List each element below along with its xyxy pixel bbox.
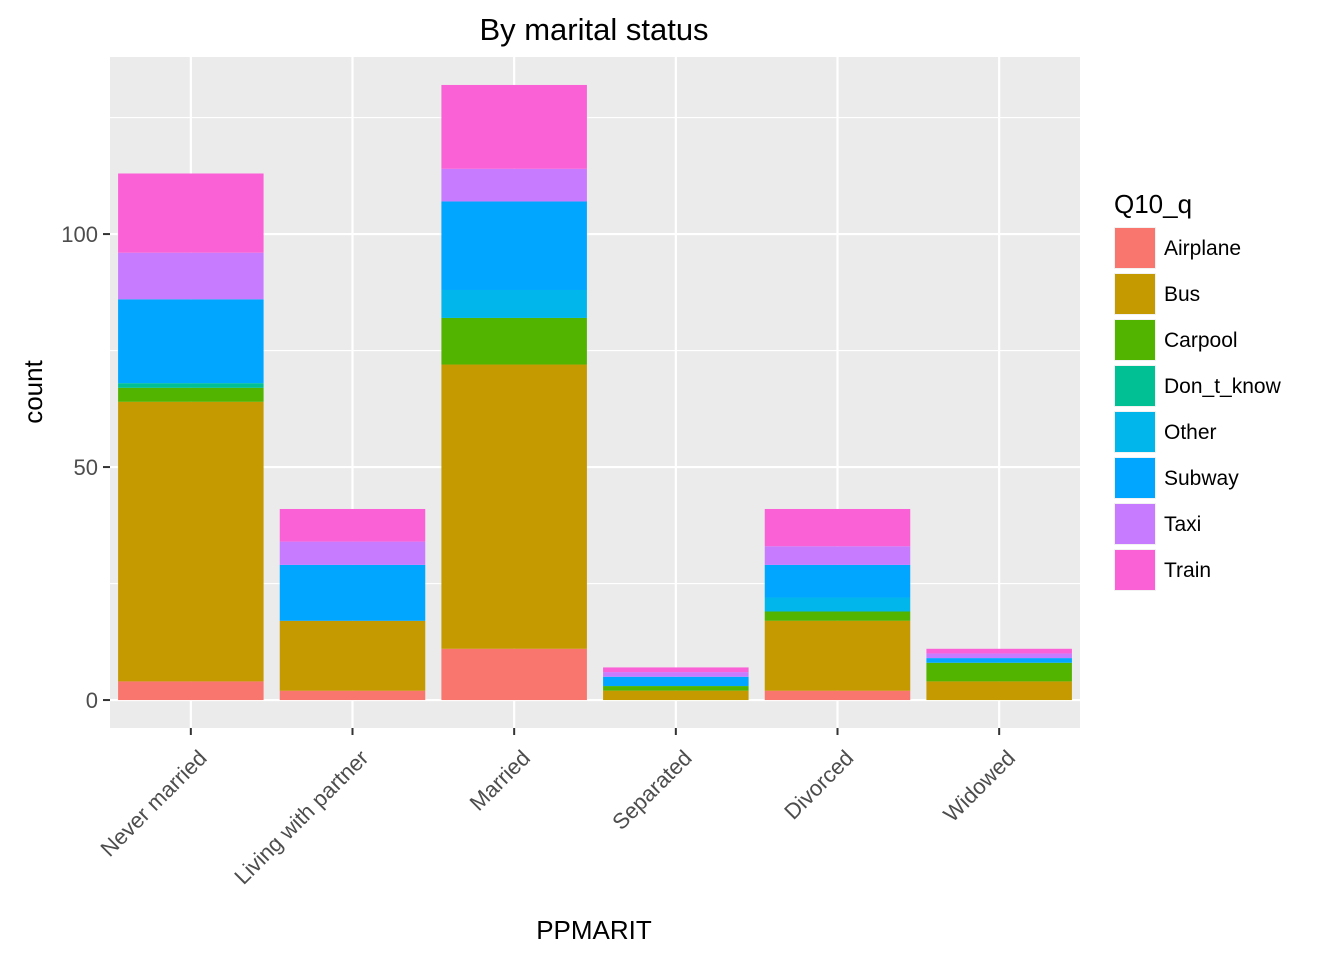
x-tick-label: Married [465, 745, 535, 815]
bar-segment-carpool [926, 662, 1072, 682]
bar-segment-other [441, 289, 587, 318]
x-tick-label: Widowed [938, 745, 1020, 827]
bar-segment-subway [279, 564, 426, 621]
chart-title: By marital status [479, 12, 708, 47]
bars [118, 84, 1072, 701]
bar-segment-train [764, 508, 911, 547]
y-tick-label: 100 [61, 222, 98, 247]
bar-segment-train [441, 84, 587, 169]
legend-swatch [1115, 320, 1155, 360]
legend-label: Don_t_know [1164, 375, 1282, 398]
bar-segment-train [603, 667, 749, 673]
bar-segment-carpool [118, 387, 264, 402]
legend-swatch [1115, 412, 1155, 452]
x-tick-label: Living with partner [229, 745, 373, 889]
x-axis-title: PPMARIT [536, 915, 652, 945]
x-tick-label: Divorced [779, 745, 858, 824]
y-axis: 0 50 100 [61, 222, 110, 713]
legend-label: Train [1164, 559, 1211, 582]
legend: Q10_q Airplane Bus Carpool Don_t_know Other S… [1114, 189, 1282, 591]
bar-segment-train [279, 508, 426, 542]
bar-segment-airplane [764, 690, 911, 701]
legend-label: Subway [1164, 467, 1239, 490]
bar-segment-other [764, 597, 911, 612]
legend-swatch [1115, 458, 1155, 498]
bar-segment-taxi [118, 252, 264, 300]
bar-segment-carpool [441, 317, 587, 365]
bar-segment-taxi [764, 546, 911, 565]
y-tick-label: 0 [86, 688, 98, 713]
bar-segment-subway [764, 564, 911, 598]
legend-label: Airplane [1164, 237, 1241, 260]
legend-swatch [1115, 550, 1155, 590]
legend-swatch [1115, 366, 1155, 406]
y-axis-title: count [18, 359, 48, 423]
bar-segment-bus [279, 620, 426, 691]
bar-segment-bus [926, 681, 1072, 701]
legend-swatch [1115, 228, 1155, 268]
bar-segment-carpool [603, 686, 749, 691]
panel-background [110, 57, 1080, 728]
bar-segment-bus [764, 620, 911, 691]
bar-segment-airplane [441, 648, 587, 701]
x-axis: Never married Living with partner Married S… [95, 728, 1020, 889]
grid-minor [110, 117, 1080, 585]
bar-segment-train [118, 173, 264, 253]
bar-segment-don-t-know [118, 383, 264, 388]
bar-segment-subway [926, 658, 1072, 663]
bar-segment-airplane [279, 690, 426, 701]
bar-segment-taxi [279, 541, 426, 565]
bar-segment-bus [603, 690, 749, 701]
y-tick-label: 50 [74, 455, 98, 480]
x-tick-label: Never married [95, 745, 211, 861]
bar-segment-bus [118, 401, 264, 682]
bar-segment-carpool [764, 611, 911, 621]
legend-label: Bus [1164, 283, 1200, 306]
bar-segment-subway [118, 299, 264, 384]
legend-label: Carpool [1164, 329, 1238, 352]
bar-segment-train [926, 648, 1072, 654]
legend-label: Other [1164, 421, 1217, 444]
bar-segment-taxi [441, 168, 587, 202]
bar-segment-taxi [603, 672, 749, 677]
bar-segment-airplane [118, 681, 264, 701]
x-tick-label: Separated [607, 745, 696, 834]
legend-swatch [1115, 274, 1155, 314]
bar-segment-subway [603, 676, 749, 687]
legend-title: Q10_q [1114, 189, 1192, 219]
legend-label: Taxi [1164, 513, 1201, 536]
bar-segment-taxi [926, 653, 1072, 659]
bar-segment-subway [441, 201, 587, 290]
legend-swatch [1115, 504, 1155, 544]
bar-segment-bus [441, 364, 587, 649]
